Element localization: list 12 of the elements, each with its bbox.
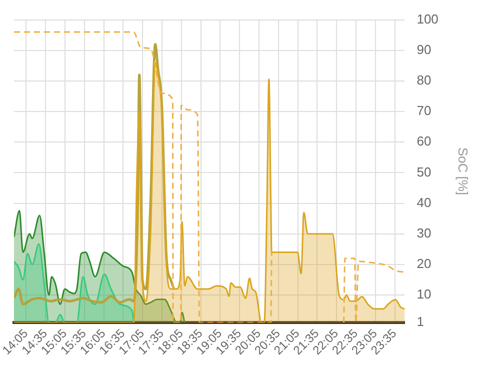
y-tick-label: 50 — [416, 164, 432, 180]
y-tick-label: 60 — [416, 134, 432, 149]
y-axis-title: SoC [%] — [456, 147, 471, 196]
y-tick-label: 1 — [416, 314, 424, 330]
y-tick-label: 40 — [416, 194, 432, 210]
y-tick-label: 10 — [416, 286, 432, 302]
y-tick-label: 70 — [416, 103, 432, 118]
y-tick-label: 20 — [416, 256, 432, 272]
y-tick-label: 90 — [416, 42, 432, 57]
y-tick-label: 80 — [416, 72, 432, 88]
y-tick-label: 30 — [416, 225, 432, 240]
y-tick-label: 100 — [416, 11, 438, 26]
